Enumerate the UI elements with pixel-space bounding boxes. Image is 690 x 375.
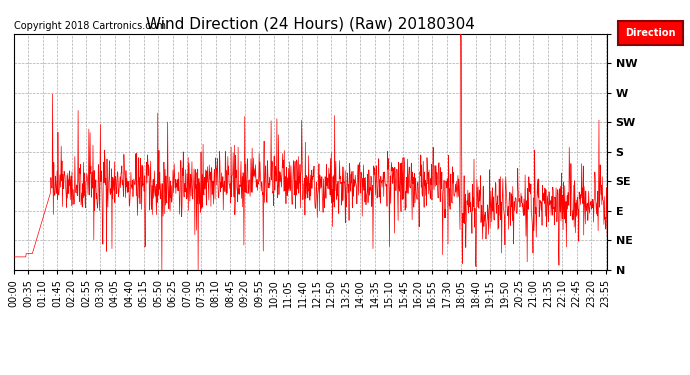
- Text: Direction: Direction: [625, 28, 676, 38]
- Text: Copyright 2018 Cartronics.com: Copyright 2018 Cartronics.com: [14, 21, 166, 32]
- Title: Wind Direction (24 Hours) (Raw) 20180304: Wind Direction (24 Hours) (Raw) 20180304: [146, 16, 475, 31]
